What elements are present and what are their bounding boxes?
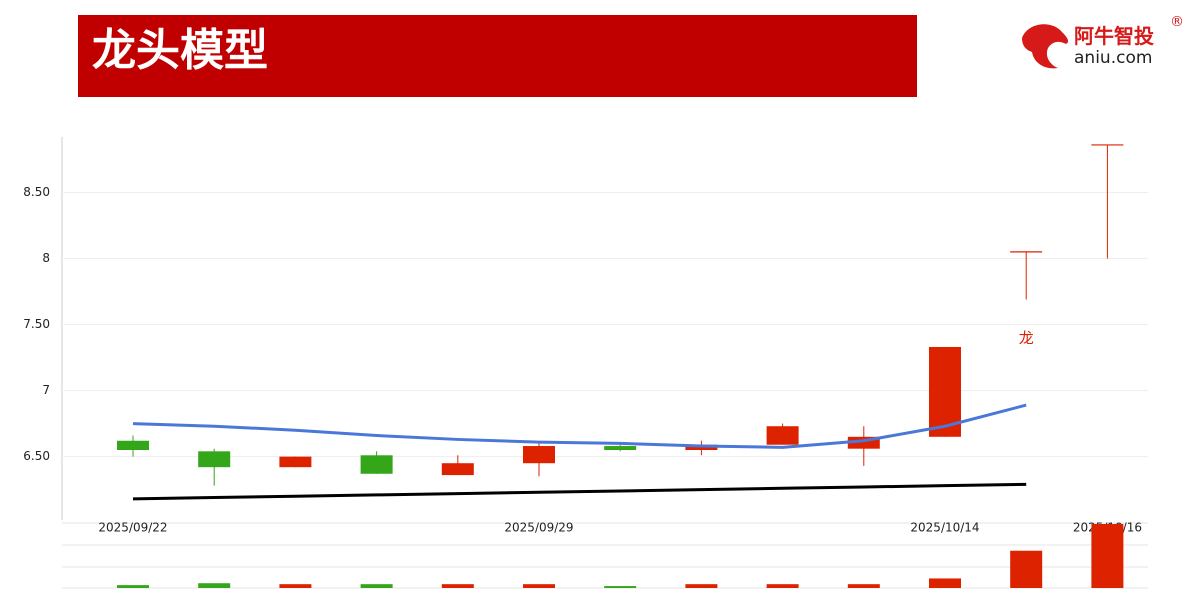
- y-tick-label: 7: [42, 383, 50, 397]
- volume-bar: [929, 578, 961, 588]
- logo-name: 阿牛智投: [1074, 24, 1154, 48]
- candle-body: [117, 440, 149, 451]
- x-tick-label: 2025/10/16: [1073, 521, 1142, 535]
- title-banner: 龙头模型: [78, 15, 917, 97]
- x-tick-label: 2025/10/14: [910, 521, 979, 535]
- candle-body: [929, 346, 961, 437]
- volume-bar: [604, 586, 637, 588]
- y-tick-label: 8.50: [23, 185, 50, 199]
- volume-bar: [279, 584, 312, 588]
- candle-body: [279, 456, 312, 468]
- candle-body: [441, 463, 474, 476]
- candle-body: [847, 436, 880, 449]
- volume-bar: [360, 584, 393, 588]
- y-tick-label: 8: [42, 251, 50, 265]
- logo-mark: ®: [1170, 14, 1184, 30]
- y-tick-label: 6.50: [23, 449, 50, 463]
- candle-body: [198, 451, 231, 468]
- moving-average-line: [132, 403, 1027, 449]
- page-title: 龙头模型: [92, 25, 268, 76]
- candle-body: [360, 455, 393, 474]
- volume-bar: [441, 584, 474, 588]
- logo-icon: [1022, 24, 1069, 69]
- volume-bar: [523, 584, 555, 588]
- candle-body: [523, 446, 555, 464]
- volume-bar: [1091, 523, 1124, 588]
- x-tick-label: 2025/09/22: [98, 521, 167, 535]
- annotation: 龙: [1019, 329, 1034, 347]
- x-tick-label: 2025/09/29: [504, 521, 573, 535]
- logo-domain: aniu.com: [1074, 48, 1153, 68]
- candle-body: [604, 446, 637, 451]
- volume-bar: [847, 584, 880, 588]
- volume-bar: [766, 584, 799, 588]
- candle-body: [685, 444, 718, 451]
- volume-bar: [117, 585, 149, 588]
- candle-body: [766, 426, 799, 445]
- logo: 阿牛智投 ® aniu.com: [1018, 14, 1188, 74]
- moving-average-line: [132, 482, 1027, 501]
- volume-bar: [198, 583, 231, 588]
- y-tick-label: 7.50: [23, 317, 50, 331]
- volume-bar: [685, 584, 718, 588]
- volume-bar: [1010, 550, 1043, 588]
